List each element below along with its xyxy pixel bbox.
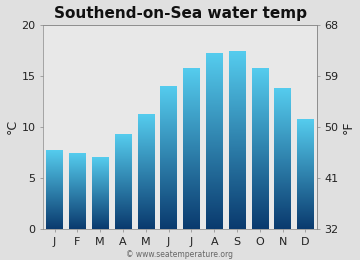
Y-axis label: °F: °F xyxy=(341,120,355,133)
Y-axis label: °C: °C xyxy=(5,119,19,134)
Text: © www.seatemperature.org: © www.seatemperature.org xyxy=(126,250,234,259)
Title: Southend-on-Sea water temp: Southend-on-Sea water temp xyxy=(54,5,306,21)
